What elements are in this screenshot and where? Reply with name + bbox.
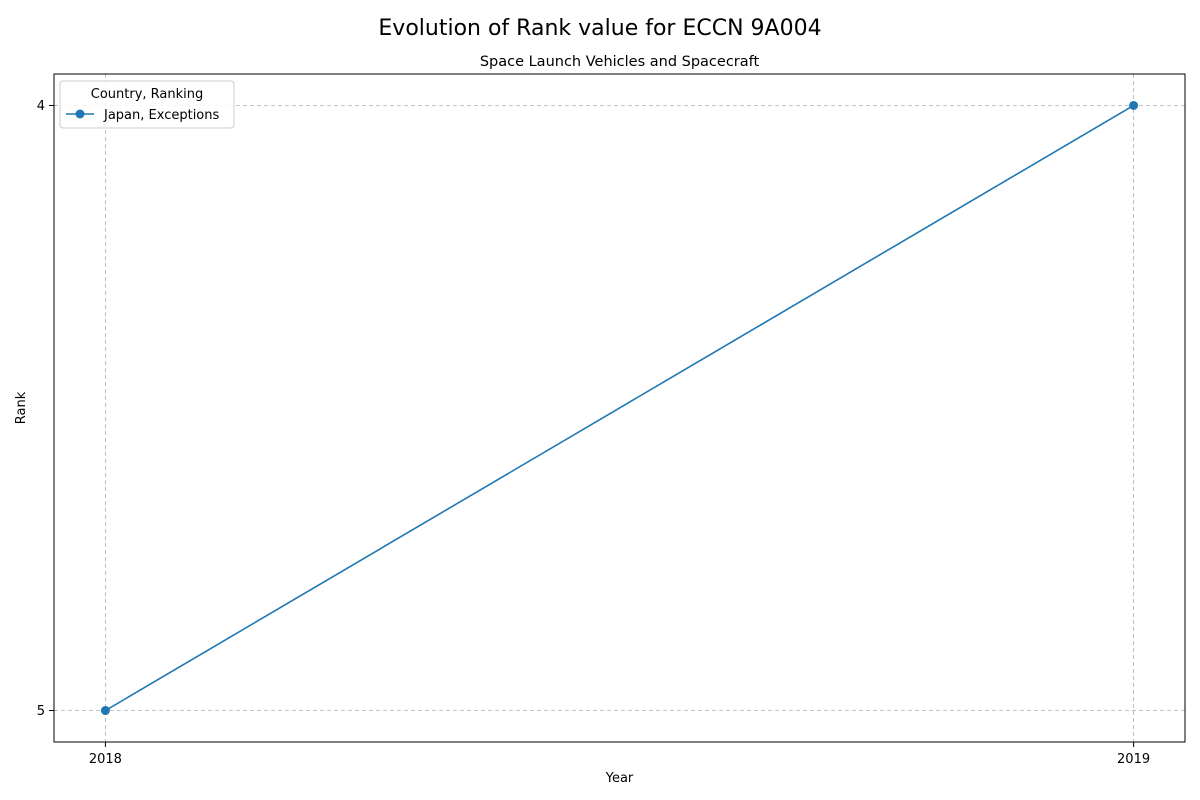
grid-layer	[54, 74, 1185, 742]
chart-title: Evolution of Rank value for ECCN 9A004	[378, 16, 821, 41]
legend-swatch-marker	[75, 109, 85, 119]
y-tick-label: 5	[37, 704, 45, 719]
series-layer	[100, 100, 1139, 716]
chart-subtitle: Space Launch Vehicles and Spacecraft	[480, 54, 760, 70]
y-axis-label: Rank	[14, 391, 29, 424]
legend-box	[59, 80, 235, 129]
legend-title: Country, Ranking	[91, 87, 204, 102]
data-point	[100, 706, 110, 716]
plot-frame	[53, 73, 1186, 743]
axis-layer: 2018 2019 4 5	[37, 99, 1150, 767]
x-tick-label: 2018	[89, 752, 122, 767]
legend: Country, Ranking Japan, Exceptions	[59, 80, 235, 129]
x-axis-label: Year	[605, 771, 634, 786]
data-point	[1129, 100, 1139, 110]
x-tick-label: 2019	[1117, 752, 1150, 767]
legend-entry-label: Japan, Exceptions	[103, 108, 220, 123]
y-tick-label: 4	[37, 99, 45, 114]
series-line	[105, 104, 1134, 712]
